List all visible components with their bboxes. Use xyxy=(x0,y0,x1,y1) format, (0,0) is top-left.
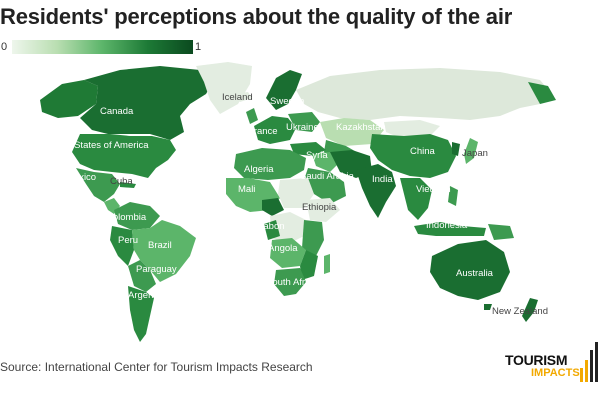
world-choropleth-map: Canada United States of America Mexico C… xyxy=(40,62,556,342)
legend-gradient-bar xyxy=(12,40,193,54)
region-nigeria[interactable] xyxy=(262,198,284,216)
label-ukraine: Ukraine xyxy=(286,122,319,133)
label-new-zealand: New Zealand xyxy=(492,306,548,317)
bar-chart-icon xyxy=(580,342,598,382)
region-ethiopia-horn[interactable] xyxy=(306,198,340,222)
legend-max-label: 1 xyxy=(195,41,202,53)
label-colombia: Colombia xyxy=(106,212,147,223)
region-greenland[interactable] xyxy=(196,62,252,114)
region-bolivia-paraguay[interactable] xyxy=(128,260,156,292)
region-madagascar[interactable] xyxy=(324,254,330,274)
region-peru-ecuador[interactable] xyxy=(110,226,134,266)
label-vietnam: Vietnam xyxy=(416,184,451,195)
region-turkey[interactable] xyxy=(290,142,326,156)
region-south-africa[interactable] xyxy=(274,268,306,296)
region-new-zealand[interactable] xyxy=(522,298,538,322)
label-cuba: Cuba xyxy=(110,176,133,187)
region-mexico[interactable] xyxy=(76,168,120,202)
region-east-africa[interactable] xyxy=(302,220,324,256)
region-scandinavia[interactable] xyxy=(266,70,302,110)
label-syria: Syria xyxy=(306,150,328,161)
label-argentina: Argentina xyxy=(128,290,169,301)
source-note: Source: International Center for Tourism… xyxy=(0,360,313,374)
label-paraguay: Paraguay xyxy=(136,264,177,275)
region-ukraine-belarus[interactable] xyxy=(288,112,320,132)
region-gabon-congo[interactable] xyxy=(264,220,280,240)
label-usa: United States of America xyxy=(44,140,149,151)
region-saudi-arabia[interactable] xyxy=(304,168,346,204)
logo-text-tourism: TOURISM xyxy=(505,352,568,368)
label-saudi-arabia: Saudi Arabia xyxy=(300,171,355,182)
region-angola-zambia[interactable] xyxy=(270,238,306,268)
region-russia[interactable] xyxy=(296,68,552,120)
region-western-europe[interactable] xyxy=(254,116,296,144)
region-korea[interactable] xyxy=(452,142,460,156)
region-north-africa[interactable] xyxy=(234,148,306,180)
region-colombia-venezuela[interactable] xyxy=(114,202,160,230)
region-brazil[interactable] xyxy=(132,220,196,282)
label-gabon: Gabon xyxy=(256,221,285,232)
region-cuba[interactable] xyxy=(120,182,136,188)
region-argentina-chile[interactable] xyxy=(128,286,154,342)
map-title: Residents' perceptions about the quality… xyxy=(0,4,513,29)
region-kazakhstan[interactable] xyxy=(320,118,384,146)
label-kazakhstan: Kazakhstan xyxy=(336,122,386,133)
color-legend: 0 1 xyxy=(0,38,205,58)
label-india: India xyxy=(372,174,393,185)
label-china: China xyxy=(410,146,436,157)
region-alaska[interactable] xyxy=(40,80,98,118)
label-sweden: Sweden xyxy=(270,96,304,107)
region-philippines[interactable] xyxy=(448,186,458,206)
logo-text-impacts: IMPACTS xyxy=(531,367,580,379)
region-tasmania[interactable] xyxy=(484,304,492,310)
region-mozambique[interactable] xyxy=(300,250,318,280)
label-ethiopia: Ethiopia xyxy=(302,202,337,213)
region-indonesia[interactable] xyxy=(414,222,486,236)
region-chad-sudan[interactable] xyxy=(278,178,314,208)
label-mexico: Mexico xyxy=(66,172,96,183)
label-france: France xyxy=(248,126,278,137)
region-india[interactable] xyxy=(356,164,396,218)
region-uk-ireland[interactable] xyxy=(246,108,258,124)
region-usa[interactable] xyxy=(72,134,176,178)
region-japan[interactable] xyxy=(464,138,478,164)
region-china[interactable] xyxy=(370,134,456,178)
label-algeria: Algeria xyxy=(244,164,274,175)
region-australia[interactable] xyxy=(430,240,510,300)
region-canada[interactable] xyxy=(80,66,214,140)
region-mongolia[interactable] xyxy=(384,120,440,138)
label-canada: Canada xyxy=(100,106,134,117)
label-japan: Japan xyxy=(462,148,488,159)
region-kamchatka[interactable] xyxy=(528,82,556,104)
region-papua[interactable] xyxy=(488,224,514,240)
region-southeast-asia[interactable] xyxy=(400,178,432,220)
label-iceland: Iceland xyxy=(222,92,253,103)
label-angola: Angola xyxy=(268,243,298,254)
tourism-impacts-logo: TOURISM IMPACTS xyxy=(497,342,600,390)
label-peru: Peru xyxy=(118,235,138,246)
label-australia: Australia xyxy=(456,268,494,279)
region-iceland xyxy=(234,92,252,102)
label-mali: Mali xyxy=(238,184,255,195)
label-brazil: Brazil xyxy=(148,240,172,251)
label-south-africa: South Africa xyxy=(266,277,318,288)
legend-min-label: 0 xyxy=(1,41,8,53)
label-indonesia: Indonesia xyxy=(426,220,468,231)
